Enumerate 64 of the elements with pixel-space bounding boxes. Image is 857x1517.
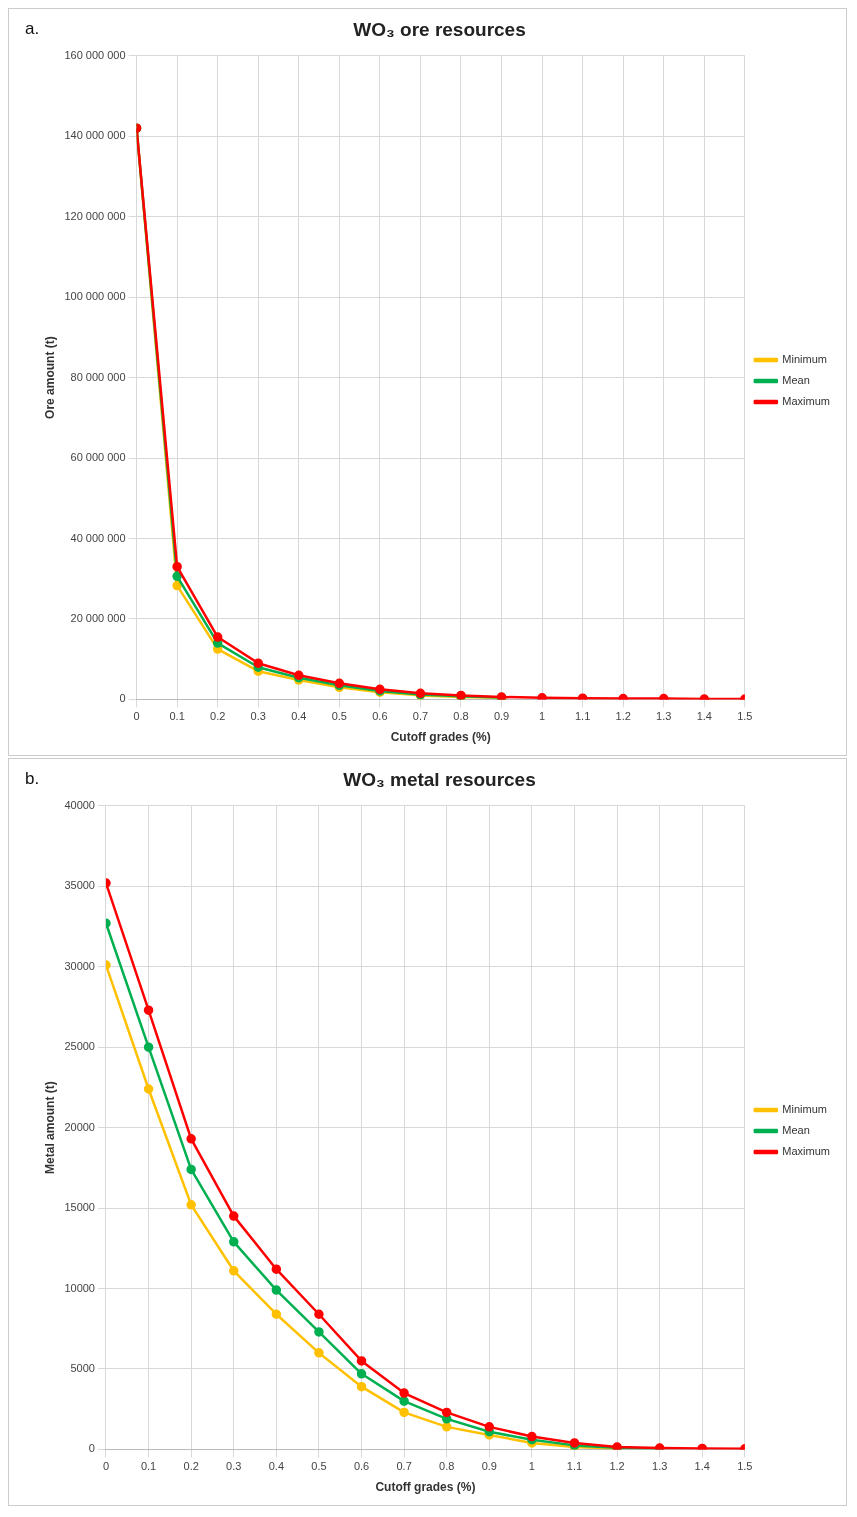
x-tick-label: 0.6 [353, 1460, 370, 1473]
x-tick-label: 1.5 [737, 710, 753, 723]
x-tick-label: 0.4 [291, 710, 307, 723]
x-tick-label: 0.9 [493, 710, 510, 723]
y-tick-label: 25000 [64, 1040, 95, 1053]
x-tick-label: 0.5 [331, 710, 347, 723]
x-tick-label: 1.2 [609, 1460, 625, 1473]
x-tick-label: 0.7 [396, 1460, 412, 1473]
chart-title: WO₃ ore resources [353, 18, 526, 40]
x-tick-label: 0.9 [481, 1460, 497, 1473]
x-axis-title: Cutoff grades (%) [390, 730, 491, 745]
legend-label: Mean [782, 1124, 810, 1137]
y-axis-title: Metal amount (t) [42, 1081, 57, 1174]
x-tick-label: 0 [133, 710, 140, 723]
chart-title: WO₃ metal resources [343, 768, 536, 790]
x-tick-label: 0.6 [372, 710, 388, 723]
x-tick-label: 1.4 [694, 1460, 710, 1473]
y-tick-label: 30000 [64, 959, 95, 972]
y-tick-label: 20 000 000 [70, 611, 126, 624]
y-tick-label: 40000 [64, 798, 95, 811]
x-tick-label: 1 [528, 1460, 535, 1473]
y-tick-label: 80 000 000 [70, 370, 126, 383]
x-tick-label: 0.3 [250, 710, 266, 723]
x-tick-label: 0.8 [453, 710, 469, 723]
y-tick-label: 40 000 000 [70, 531, 126, 544]
x-tick-label: 0.2 [183, 1460, 199, 1473]
x-tick-label: 1.1 [574, 710, 591, 723]
y-tick-label: 60 000 000 [70, 451, 126, 464]
legend-label: Maximum [782, 1145, 830, 1158]
x-tick-label: 0.5 [311, 1460, 327, 1473]
y-tick-label: 5000 [70, 1361, 95, 1374]
x-tick-label: 0.4 [268, 1460, 284, 1473]
y-tick-label: 140 000 000 [64, 129, 126, 142]
x-tick-label: 1.2 [615, 710, 631, 723]
text: b. [25, 769, 40, 789]
x-tick-label: 0 [102, 1460, 110, 1473]
legend-label: Minimum [782, 353, 827, 366]
x-tick-label: 0.3 [226, 1460, 242, 1473]
y-tick-label: 0 [88, 1442, 95, 1455]
y-tick-label: 20000 [64, 1120, 95, 1133]
y-axis-title: Ore amount (t) [42, 336, 57, 419]
y-tick-label: 10000 [64, 1281, 95, 1294]
y-tick-label: 160 000 000 [64, 48, 126, 61]
x-axis-title: Cutoff grades (%) [375, 1480, 476, 1495]
x-tick-label: 1.5 [737, 1460, 753, 1473]
text: a. [25, 19, 40, 39]
x-tick-label: 1.3 [656, 710, 672, 723]
x-tick-label: 0.1 [169, 710, 185, 723]
y-tick-label: 0 [119, 692, 126, 705]
x-tick-label: 1.4 [696, 710, 712, 723]
y-tick-label: 15000 [64, 1201, 95, 1214]
legend-label: Minimum [782, 1103, 827, 1116]
y-tick-label: 35000 [64, 879, 95, 892]
x-tick-label: 1.3 [652, 1460, 668, 1473]
x-tick-label: 0.7 [412, 710, 429, 723]
x-tick-label: 0.8 [439, 1460, 455, 1473]
x-tick-label: 1.1 [566, 1460, 583, 1473]
x-tick-label: 0.2 [210, 710, 226, 723]
x-tick-label: 0.1 [140, 1460, 157, 1473]
legend-label: Maximum [782, 395, 830, 408]
y-tick-label: 120 000 000 [64, 209, 126, 222]
y-tick-label: 100 000 000 [64, 290, 126, 303]
legend-label: Mean [782, 374, 810, 387]
x-tick-label: 1 [539, 710, 546, 723]
